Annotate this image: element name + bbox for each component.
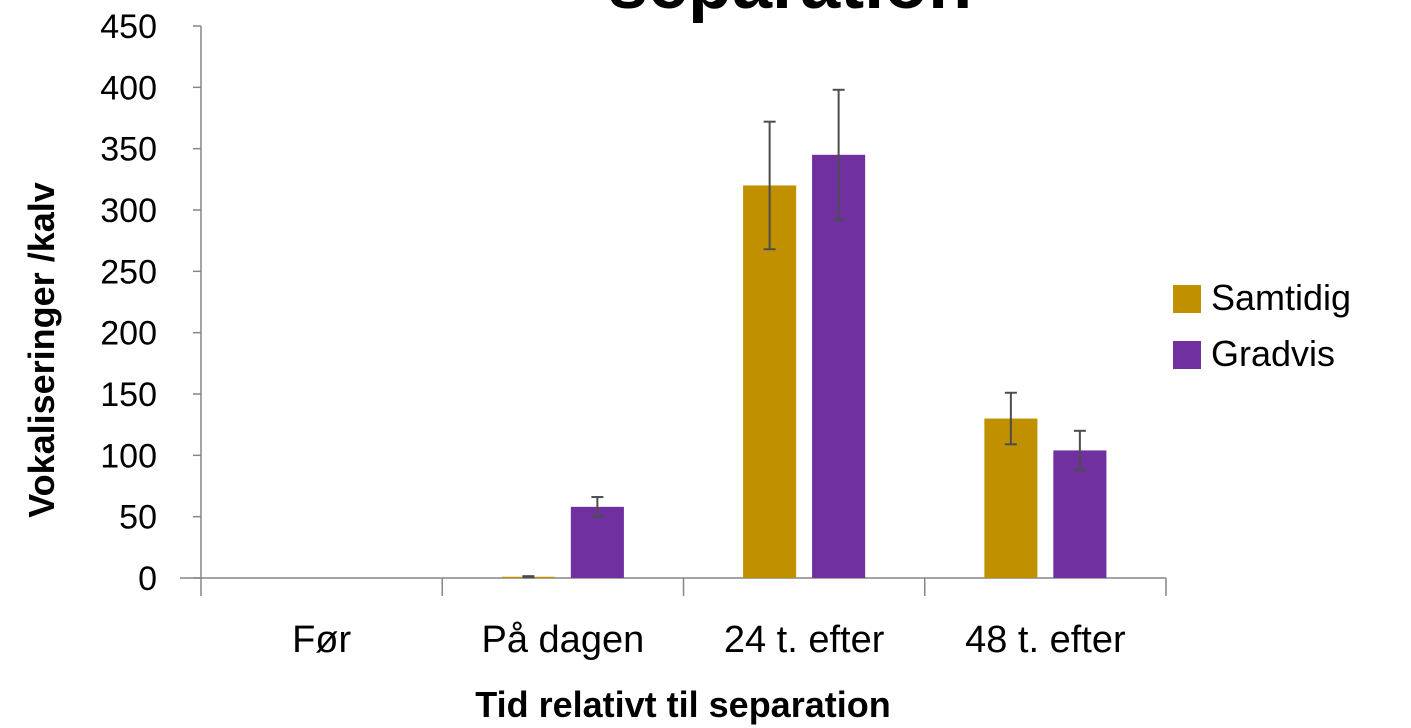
legend-label-samtidig: Samtidig	[1211, 277, 1351, 318]
legend-label-gradvis: Gradvis	[1211, 333, 1335, 374]
y-tick-label: 400	[100, 69, 157, 107]
chart-title: separation	[608, 0, 972, 24]
y-tick-label: 0	[138, 560, 157, 598]
x-tick-label: På dagen	[482, 619, 645, 661]
y-axis-ticks: 0 50 100 150 200 250 300 350 400 450	[100, 8, 157, 598]
error-bars	[522, 88, 1086, 579]
bar-gradvis-1	[570, 506, 624, 578]
y-tick-label: 50	[119, 499, 157, 537]
x-axis-tick-labels: Før På dagen 24 t. efter 48 t. efter	[292, 619, 1126, 661]
x-tick-label: 48 t. efter	[965, 619, 1126, 661]
legend-swatch-gradvis	[1173, 341, 1201, 369]
y-tick-label: 300	[100, 192, 157, 230]
y-tick-label: 200	[100, 315, 157, 353]
bar-gradvis-3	[1053, 450, 1107, 578]
y-tick-label: 350	[100, 131, 157, 169]
bar-samtidig-2	[743, 185, 797, 578]
y-axis-title: Vokaliseringer /kalv	[21, 182, 62, 518]
legend-swatch-samtidig	[1173, 285, 1201, 313]
x-axis-title: Tid relativt til separation	[475, 684, 890, 725]
y-tick-label: 100	[100, 437, 157, 475]
y-tick-label: 250	[100, 253, 157, 291]
bar-gradvis-2	[812, 154, 866, 579]
bars	[501, 154, 1107, 579]
y-tick-label: 450	[100, 8, 157, 46]
y-tick-label: 150	[100, 376, 157, 414]
x-tick-label: 24 t. efter	[724, 619, 885, 661]
legend: Samtidig Gradvis	[1173, 277, 1351, 374]
x-tick-label: Før	[292, 619, 351, 661]
